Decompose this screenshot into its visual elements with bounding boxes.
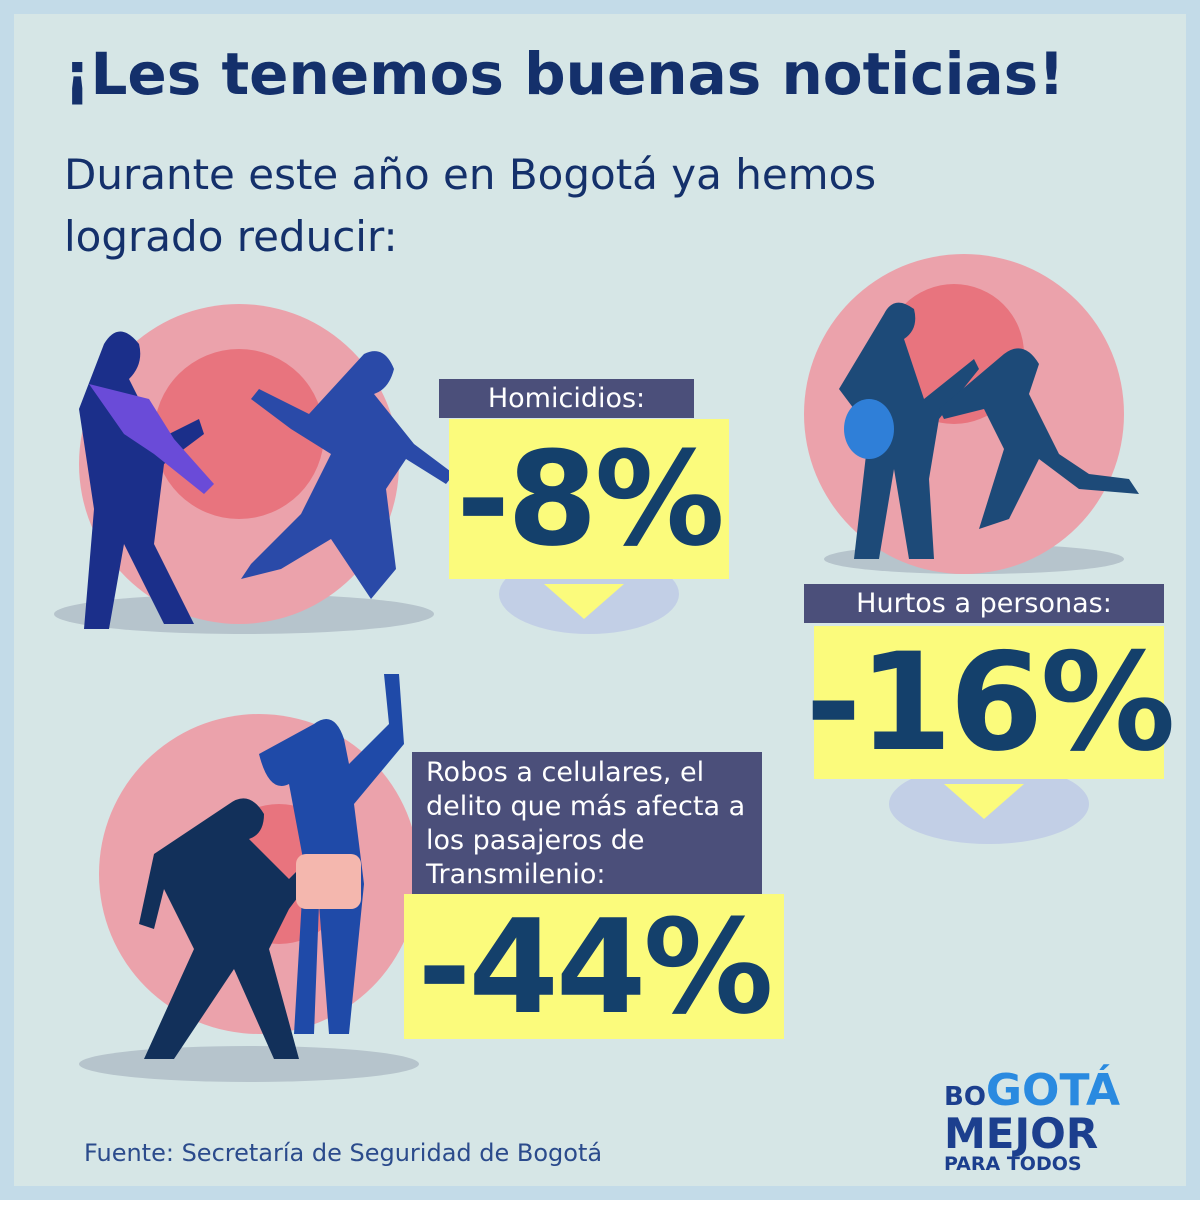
title: ¡Les tenemos buenas noticias!: [64, 40, 1065, 108]
subtitle: Durante este año en Bogotá ya hemos logr…: [64, 150, 877, 261]
stat-value: -44%: [404, 891, 784, 1043]
logo: BOGOTÁ MEJOR PARA TODOS: [944, 1069, 1120, 1174]
logo-text: PARA TODOS: [944, 1153, 1082, 1175]
shadow: [79, 1046, 419, 1082]
figure: [139, 798, 319, 1059]
figure: [241, 351, 454, 599]
pointer: [544, 584, 624, 619]
illustrations: [54, 254, 1139, 1082]
pointer: [944, 784, 1024, 819]
logo-text: GOTÁ: [985, 1065, 1121, 1116]
figure: [89, 384, 214, 494]
bag: [296, 854, 361, 909]
stat-value: -16%: [805, 624, 1175, 781]
stat-value: -8%: [449, 419, 729, 579]
stat-label: Robos a celulares, el delito que más afe…: [412, 752, 762, 896]
bag: [844, 399, 894, 459]
figure: [939, 348, 1139, 529]
stat-label: Homicidios:: [439, 379, 694, 418]
stat-label: Hurtos a personas:: [804, 584, 1164, 623]
logo-text: BO: [944, 1082, 986, 1112]
source: Fuente: Secretaría de Seguridad de Bogot…: [84, 1139, 603, 1167]
figure: [839, 302, 979, 559]
logo-text: MEJOR: [944, 1109, 1099, 1158]
